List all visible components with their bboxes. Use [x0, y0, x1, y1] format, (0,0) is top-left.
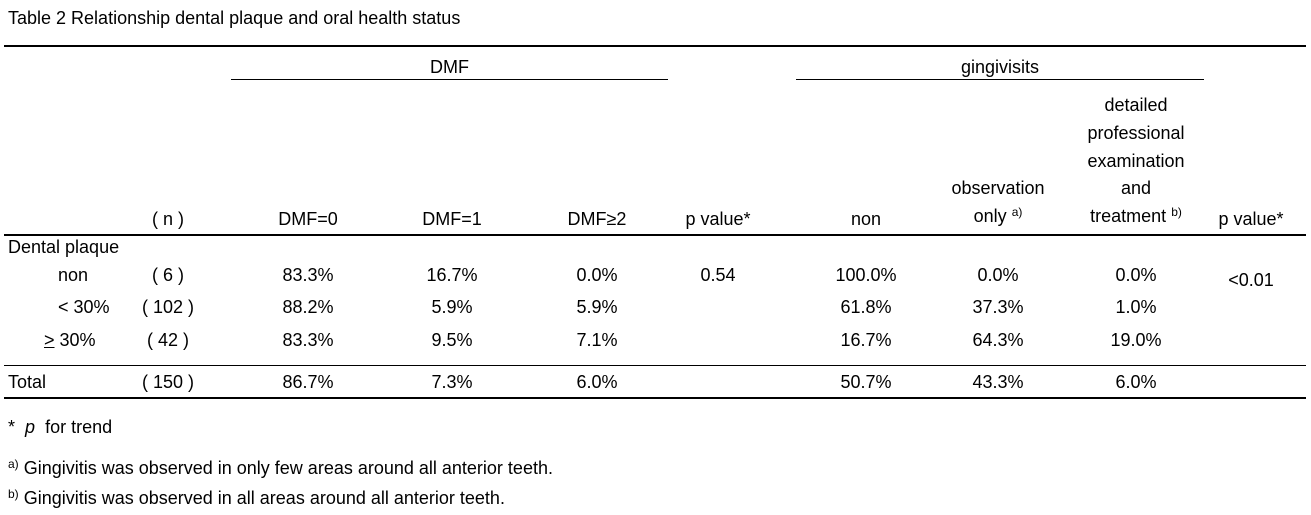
row-label: > 30%: [44, 330, 96, 350]
cell-detailed: 0.0%: [1115, 265, 1157, 285]
total-dmf1: 7.3%: [431, 372, 473, 392]
footnote-mark-a: a): [1011, 205, 1023, 219]
total-dmf0: 86.7%: [282, 372, 334, 392]
header-dmf0: DMF=0: [278, 209, 338, 229]
cell-n: ( 102 ): [141, 297, 195, 317]
cell-non: 16.7%: [840, 330, 892, 350]
total-label: Total: [8, 372, 47, 392]
footnote-a: a) Gingivitis was observed in only few a…: [8, 457, 553, 478]
cell-dmf1: 9.5%: [431, 330, 473, 350]
total-detailed: 6.0%: [1115, 372, 1157, 392]
bottom-rule: [4, 397, 1306, 399]
cell-dmf1: 16.7%: [426, 265, 478, 285]
cell-dmf0: 88.2%: [282, 297, 334, 317]
header-non: non: [850, 209, 882, 229]
total-non: 50.7%: [840, 372, 892, 392]
cell-detailed: 19.0%: [1110, 330, 1162, 350]
footnote-b: b) Gingivitis was observed in all areas …: [8, 487, 505, 508]
header-dmf2: DMF≥2: [567, 209, 627, 229]
header-n: ( n ): [151, 209, 184, 229]
header-rule: [4, 234, 1306, 236]
cell-observation: 64.3%: [972, 330, 1024, 350]
cell-dmf2: 0.0%: [576, 265, 618, 285]
row-label: non: [58, 265, 89, 285]
total-observation: 43.3%: [972, 372, 1024, 392]
header-detailed-line1: detailed: [1104, 95, 1168, 115]
section-label: Dental plaque: [8, 237, 120, 257]
cell-n: ( 6 ): [151, 265, 184, 285]
cell-non: 61.8%: [840, 297, 892, 317]
footnote-mark-b: b): [1171, 205, 1182, 219]
cell-n: ( 42 ): [146, 330, 189, 350]
footnote-trend: * p for trend: [8, 417, 113, 437]
cell-pvalue-dmf: 0.54: [700, 265, 736, 285]
gingivitis-group-rule: [796, 79, 1204, 80]
cell-detailed: 1.0%: [1115, 297, 1157, 317]
cell-dmf0: 83.3%: [282, 330, 334, 350]
header-dmf1: DMF=1: [422, 209, 482, 229]
header-observation-line2: only a): [973, 205, 1023, 226]
total-rule: [4, 365, 1306, 366]
cell-dmf2: 5.9%: [576, 297, 618, 317]
cell-dmf0: 83.3%: [282, 265, 334, 285]
cell-dmf2: 7.1%: [576, 330, 618, 350]
cell-pvalue-gingivitis: <0.01: [1228, 270, 1274, 290]
row-label: < 30%: [58, 297, 110, 317]
total-dmf2: 6.0%: [576, 372, 618, 392]
header-detailed-line4: and: [1120, 178, 1152, 198]
top-rule: [4, 45, 1306, 47]
header-pvalue-dmf: p value*: [685, 209, 751, 229]
cell-non: 100.0%: [835, 265, 897, 285]
header-detailed-line2: professional: [1087, 123, 1185, 143]
cell-dmf1: 5.9%: [431, 297, 473, 317]
cell-observation: 37.3%: [972, 297, 1024, 317]
header-observation-line1: observation: [951, 178, 1045, 198]
group-header-gingivitis: gingivisits: [960, 57, 1040, 77]
dmf-group-rule: [231, 79, 668, 80]
header-detailed-line5: treatment b): [1090, 205, 1182, 226]
header-pvalue-gingivitis: p value*: [1218, 209, 1284, 229]
geq-symbol: >: [44, 330, 55, 350]
group-header-dmf: DMF: [430, 57, 469, 77]
table-caption: Table 2 Relationship dental plaque and o…: [8, 8, 461, 28]
header-detailed-line3: examination: [1087, 151, 1185, 171]
total-n: ( 150 ): [141, 372, 195, 392]
cell-observation: 0.0%: [977, 265, 1019, 285]
